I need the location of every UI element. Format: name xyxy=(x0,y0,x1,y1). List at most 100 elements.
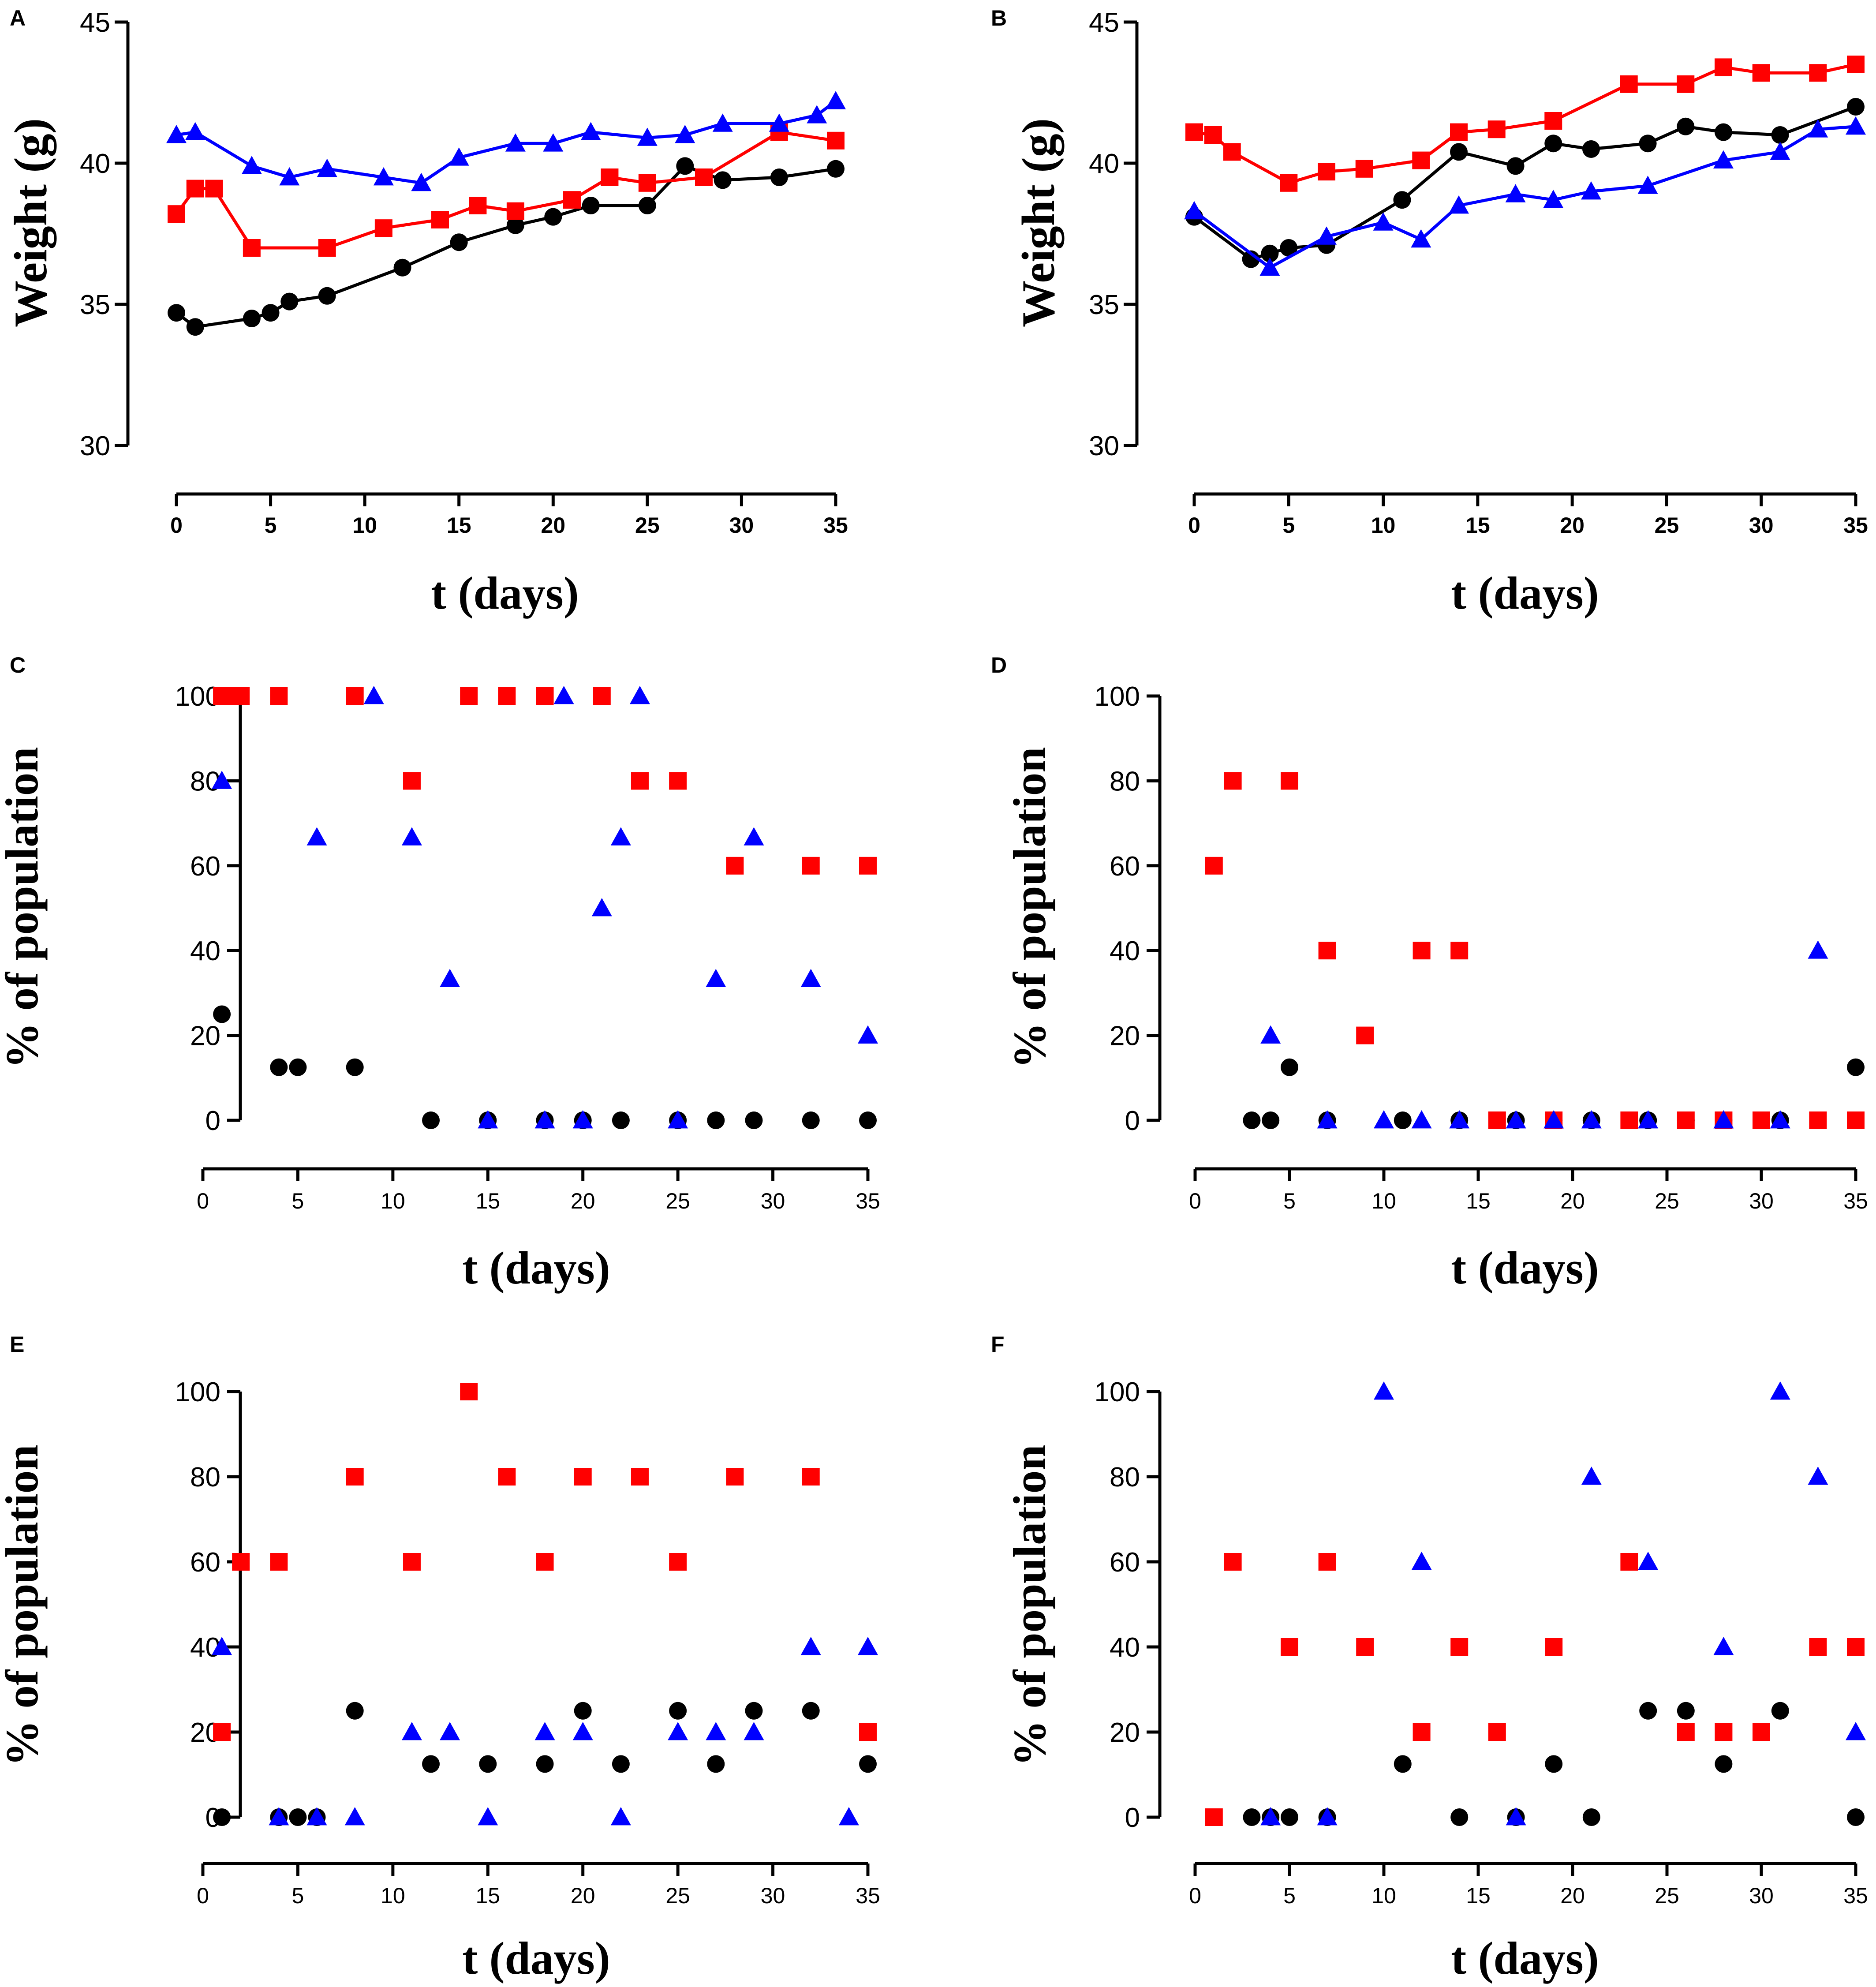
series-blue xyxy=(212,1637,878,1826)
data-point-black xyxy=(1261,244,1279,262)
y-tick-label: 100 xyxy=(175,1377,220,1407)
x-tick-label: 30 xyxy=(729,513,754,538)
data-point-red xyxy=(859,1723,877,1741)
y-tick-label: 40 xyxy=(190,936,220,966)
data-point-red xyxy=(506,202,524,220)
data-point-black xyxy=(1715,1755,1733,1773)
data-point-red xyxy=(669,1553,687,1571)
data-point-red xyxy=(1488,1111,1506,1129)
data-point-blue xyxy=(572,1110,593,1129)
data-point-black xyxy=(1545,1755,1563,1773)
data-point-blue xyxy=(744,827,764,846)
data-point-red xyxy=(695,168,713,186)
y-tick-label: 40 xyxy=(1110,1632,1140,1663)
data-point-blue xyxy=(306,827,327,846)
data-point-red xyxy=(1450,942,1469,960)
data-point-red xyxy=(213,1723,231,1741)
data-point-black xyxy=(676,157,694,175)
data-point-blue xyxy=(166,125,187,143)
data-point-blue xyxy=(826,91,846,109)
y-tick-label: 35 xyxy=(80,290,110,320)
data-point-red xyxy=(431,211,449,228)
data-point-red xyxy=(631,1468,649,1486)
data-point-blue xyxy=(306,1807,327,1826)
data-point-red xyxy=(593,687,611,705)
data-point-black xyxy=(1506,157,1525,175)
x-tick-label: 20 xyxy=(1560,1189,1585,1213)
y-tick-label: 40 xyxy=(1110,936,1140,966)
data-point-red xyxy=(460,1383,478,1400)
data-point-red xyxy=(1281,772,1298,790)
data-point-blue xyxy=(1808,119,1828,138)
data-point-blue xyxy=(1505,184,1526,202)
data-point-black xyxy=(1262,1111,1280,1129)
data-point-black xyxy=(289,1808,307,1826)
data-point-black xyxy=(1281,1058,1298,1076)
data-point-blue xyxy=(800,1637,821,1655)
data-point-red xyxy=(1620,75,1638,93)
data-point-black xyxy=(612,1755,630,1773)
data-point-red xyxy=(1677,1111,1695,1129)
data-point-blue xyxy=(580,122,601,140)
x-tick-label: 25 xyxy=(1655,1883,1679,1908)
data-point-black xyxy=(574,1702,592,1720)
data-point-blue xyxy=(185,122,206,140)
data-point-black xyxy=(544,208,562,226)
data-point-black xyxy=(1771,126,1789,144)
series-blue xyxy=(212,686,878,1129)
data-point-black xyxy=(707,1111,725,1129)
data-point-blue xyxy=(1374,1110,1394,1129)
y-tick-label: 100 xyxy=(1095,1377,1140,1407)
x-tick-label: 10 xyxy=(381,1883,405,1908)
x-tick-label: 15 xyxy=(1466,1883,1491,1908)
data-point-red xyxy=(563,191,581,209)
data-point-blue xyxy=(1808,940,1828,959)
data-point-black xyxy=(802,1702,820,1720)
y-tick-label: 40 xyxy=(190,1632,220,1663)
data-point-red xyxy=(1356,1026,1374,1044)
data-point-blue xyxy=(807,105,827,123)
y-tick-label: 60 xyxy=(1110,1547,1140,1578)
x-tick-label: 15 xyxy=(1466,1189,1491,1213)
data-point-blue xyxy=(1638,1552,1659,1570)
data-point-red xyxy=(498,1468,516,1486)
data-point-red xyxy=(1847,1111,1865,1129)
y-tick-label: 0 xyxy=(1125,1803,1140,1833)
x-tick-label: 30 xyxy=(1749,1189,1774,1213)
data-point-black xyxy=(280,292,299,311)
y-axis-title: % of population xyxy=(1004,1444,1055,1766)
data-point-black xyxy=(346,1702,364,1720)
data-point-black xyxy=(582,197,600,214)
x-axis-title: t (days) xyxy=(462,1242,610,1294)
data-point-blue xyxy=(1581,1467,1602,1485)
x-tick-label: 30 xyxy=(1749,1883,1774,1908)
y-tick-label: 45 xyxy=(80,7,110,38)
x-axis-title: t (days) xyxy=(1451,567,1599,619)
data-point-red xyxy=(574,1468,592,1486)
x-tick-label: 0 xyxy=(170,513,183,538)
data-point-blue xyxy=(212,771,232,789)
panel-letter: A xyxy=(10,6,26,30)
series-black xyxy=(213,1702,877,1826)
data-point-blue xyxy=(1506,1807,1526,1826)
data-point-blue xyxy=(1637,176,1658,194)
data-point-blue xyxy=(838,1807,859,1826)
data-point-blue xyxy=(744,1722,764,1740)
data-point-black xyxy=(213,1005,231,1023)
x-tick-label: 20 xyxy=(1560,513,1585,538)
x-tick-label: 15 xyxy=(475,1189,500,1213)
data-point-red xyxy=(1544,112,1562,130)
data-point-black xyxy=(745,1111,763,1129)
panel-b: B 30 35 40 45 0 5 10 15 20 25 30 35 t (days) Weight (g… xyxy=(991,6,1868,619)
data-point-red xyxy=(403,772,421,790)
x-tick-label: 35 xyxy=(856,1189,880,1213)
data-point-red xyxy=(270,1553,288,1571)
x-axis-title: t (days) xyxy=(431,567,579,619)
data-point-black xyxy=(186,318,204,336)
data-point-black xyxy=(270,1058,288,1076)
data-point-black xyxy=(1677,1702,1695,1720)
data-point-black xyxy=(422,1755,440,1773)
x-tick-label: 0 xyxy=(197,1189,209,1213)
data-point-black xyxy=(638,197,656,214)
